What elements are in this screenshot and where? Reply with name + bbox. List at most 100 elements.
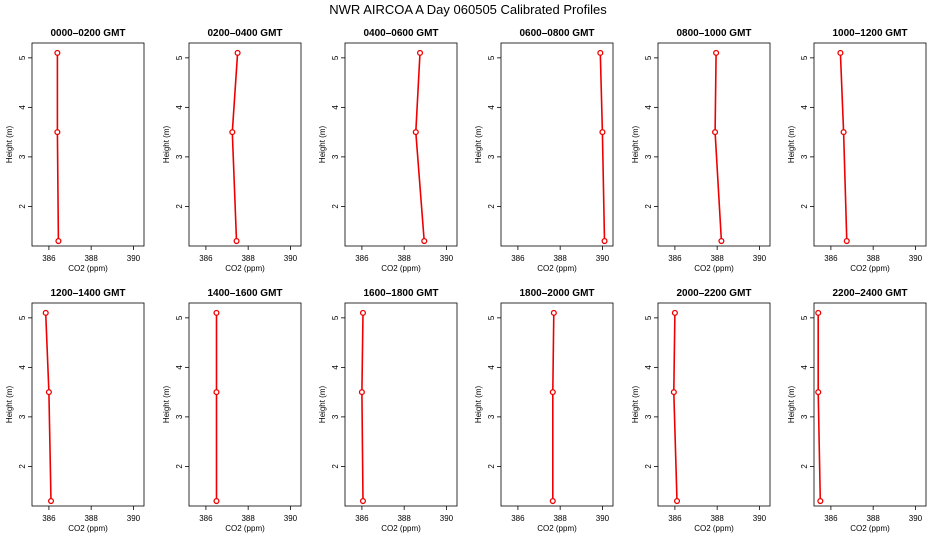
y-axis-label: Height (m) bbox=[631, 125, 640, 163]
y-tick-label: 4 bbox=[331, 105, 340, 110]
y-tick-label: 2 bbox=[644, 464, 653, 469]
data-point bbox=[549, 389, 556, 396]
y-axis-label: Height (m) bbox=[318, 125, 327, 163]
data-point bbox=[840, 129, 847, 136]
y-tick-label: 4 bbox=[800, 105, 809, 110]
panel-title: 2200–2400 GMT bbox=[832, 288, 907, 299]
y-tick-label: 2 bbox=[175, 464, 184, 469]
x-axis-label: CO2 (ppm) bbox=[381, 264, 421, 273]
data-point bbox=[233, 237, 240, 245]
panel-title: 0400–0600 GMT bbox=[363, 28, 438, 39]
x-tick-label: 388 bbox=[397, 514, 411, 523]
panel-title: 1600–1800 GMT bbox=[363, 288, 438, 299]
series-line bbox=[231, 52, 239, 242]
data-point bbox=[815, 389, 822, 396]
data-point bbox=[54, 129, 61, 136]
y-tick-label: 3 bbox=[331, 154, 340, 159]
series-line bbox=[361, 312, 364, 502]
series-line bbox=[551, 312, 555, 501]
data-point bbox=[817, 497, 824, 505]
data-point bbox=[234, 49, 241, 56]
y-axis-label: Height (m) bbox=[787, 125, 796, 163]
panel-title: 0600–0800 GMT bbox=[519, 28, 594, 39]
panel-title: 1800–2000 GMT bbox=[519, 288, 594, 299]
y-tick-label: 4 bbox=[644, 105, 653, 110]
x-axis-label: CO2 (ppm) bbox=[850, 264, 890, 273]
y-tick-label: 5 bbox=[487, 315, 496, 320]
y-tick-label: 2 bbox=[18, 464, 27, 469]
y-tick-label: 3 bbox=[331, 414, 340, 419]
y-tick-label: 5 bbox=[487, 55, 496, 60]
y-axis-label: Height (m) bbox=[318, 385, 327, 423]
data-point bbox=[597, 49, 604, 56]
y-tick-label: 2 bbox=[644, 204, 653, 209]
y-tick-label: 5 bbox=[800, 315, 809, 320]
panel-title: 0800–1000 GMT bbox=[676, 28, 751, 39]
profile-panel: 2200–2400 GMT 386 388 390 CO2 (ppm) 2 3 4 5 Heigh… bbox=[787, 288, 927, 533]
y-tick-label: 3 bbox=[644, 414, 653, 419]
y-tick-label: 2 bbox=[175, 204, 184, 209]
series-line bbox=[56, 52, 60, 242]
data-point bbox=[671, 309, 678, 316]
panel-title: 1000–1200 GMT bbox=[832, 28, 907, 39]
y-tick-label: 2 bbox=[800, 204, 809, 209]
data-point bbox=[549, 497, 556, 505]
profile-panel: 0400–0600 GMT 386 388 390 CO2 (ppm) 2 3 4 5 Heigh… bbox=[318, 28, 458, 273]
profile-panel: 0200–0400 GMT 386 388 390 CO2 (ppm) 2 3 4 5 Heigh… bbox=[162, 28, 302, 273]
y-tick-label: 3 bbox=[175, 154, 184, 159]
y-tick-label: 3 bbox=[175, 414, 184, 419]
x-tick-label: 388 bbox=[866, 254, 880, 263]
x-tick-label: 390 bbox=[596, 514, 610, 523]
profile-panel: 0800–1000 GMT 386 388 390 CO2 (ppm) 2 3 4 5 Heigh… bbox=[631, 28, 771, 273]
x-axis-label: CO2 (ppm) bbox=[68, 264, 108, 273]
x-tick-label: 388 bbox=[866, 514, 880, 523]
profile-panel: 0000–0200 GMT 386 388 390 CO2 (ppm) 2 3 4 5 Heigh… bbox=[5, 28, 145, 273]
series-line bbox=[672, 312, 678, 502]
y-axis-label: Height (m) bbox=[5, 125, 14, 163]
y-tick-label: 3 bbox=[18, 154, 27, 159]
y-tick-label: 4 bbox=[175, 105, 184, 110]
x-tick-label: 390 bbox=[753, 254, 767, 263]
data-point bbox=[359, 497, 367, 505]
y-tick-label: 5 bbox=[644, 55, 653, 60]
x-tick-label: 386 bbox=[199, 254, 213, 263]
data-point bbox=[359, 309, 367, 316]
data-point bbox=[358, 389, 365, 396]
data-point bbox=[47, 497, 55, 505]
x-tick-label: 388 bbox=[241, 254, 255, 263]
y-tick-label: 4 bbox=[18, 365, 27, 370]
y-tick-label: 3 bbox=[800, 414, 809, 419]
data-point bbox=[421, 237, 428, 245]
x-tick-label: 390 bbox=[127, 254, 141, 263]
panel-title: 1200–1400 GMT bbox=[50, 288, 125, 299]
y-tick-label: 2 bbox=[800, 464, 809, 469]
data-point bbox=[601, 237, 608, 245]
profile-panel: 2000–2200 GMT 386 388 390 CO2 (ppm) 2 3 4 5 Heigh… bbox=[631, 288, 771, 533]
y-tick-label: 4 bbox=[487, 105, 496, 110]
data-point bbox=[42, 309, 49, 316]
x-tick-label: 390 bbox=[284, 254, 298, 263]
x-tick-label: 386 bbox=[199, 514, 213, 523]
y-tick-label: 2 bbox=[487, 464, 496, 469]
y-tick-label: 4 bbox=[331, 365, 340, 370]
plot-frame bbox=[344, 302, 458, 507]
y-axis-label: Height (m) bbox=[474, 125, 483, 163]
x-tick-label: 386 bbox=[42, 254, 56, 263]
x-tick-label: 386 bbox=[668, 254, 682, 263]
y-axis-label: Height (m) bbox=[5, 385, 14, 423]
x-tick-label: 386 bbox=[42, 514, 56, 523]
y-axis-label: Height (m) bbox=[162, 125, 171, 163]
plot-frame bbox=[813, 42, 927, 247]
data-point bbox=[673, 497, 681, 505]
y-axis-label: Height (m) bbox=[474, 385, 483, 423]
y-tick-label: 3 bbox=[487, 414, 496, 419]
plot-frame bbox=[188, 42, 302, 247]
data-point bbox=[712, 129, 719, 136]
plot-frame bbox=[188, 302, 302, 507]
x-tick-label: 388 bbox=[241, 514, 255, 523]
y-tick-label: 3 bbox=[487, 154, 496, 159]
x-tick-label: 386 bbox=[355, 514, 369, 523]
x-tick-label: 386 bbox=[355, 254, 369, 263]
plot-frame bbox=[500, 302, 614, 507]
profile-panel: 1800–2000 GMT 386 388 390 CO2 (ppm) 2 3 4 5 Heigh… bbox=[474, 288, 614, 533]
